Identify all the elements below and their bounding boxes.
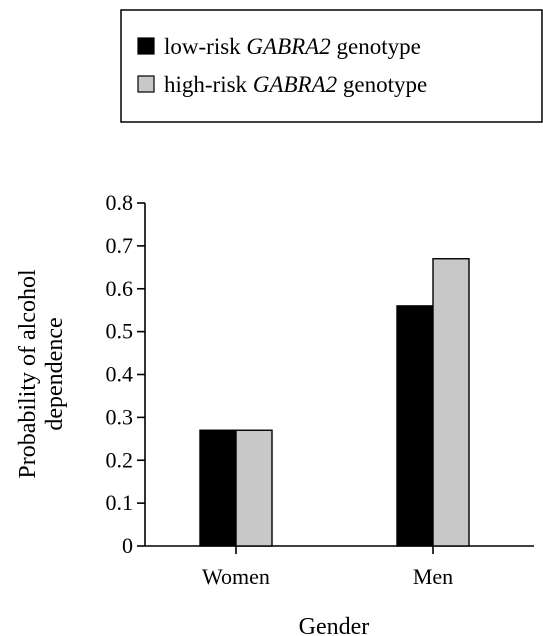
x-tick-label-men: Men [413,564,453,589]
x-axis-title: Gender [299,614,370,636]
y-axis-title-line1: Probability of alcohol [15,269,41,479]
legend-box [120,9,543,123]
legend-swatch-high-risk [137,75,155,93]
y-tick-label: 0.7 [106,233,134,258]
y-tick-label: 0.4 [106,362,134,387]
legend: low-risk GABRA2 genotype high-risk GABRA… [120,9,543,123]
bar-women-low-risk [199,429,237,547]
y-tick-label: 0.6 [106,276,134,301]
y-tick-label: 0.2 [106,447,134,472]
plot-area: 0 0.1 0.2 0.3 0.4 0.5 0.6 0.7 0.8 Women Men [106,190,534,589]
y-tick-label: 0.8 [106,190,134,215]
y-axis-title-line2: dependence [42,317,68,430]
y-tick-label: 0.3 [106,404,134,429]
bar-men-high-risk [432,258,470,547]
y-axis-title: Probability of alcohol dependence [15,269,68,479]
legend-label-high-risk: high-risk GABRA2 genotype [164,72,427,97]
x-tick-label-women: Women [202,564,270,589]
bar-men-low-risk [396,305,434,547]
legend-swatch-low-risk [137,37,155,55]
legend-label-low-risk: low-risk GABRA2 genotype [164,34,421,59]
bar-women-high-risk [235,429,273,547]
y-tick-label: 0.1 [106,490,134,515]
y-tick-label: 0 [122,533,133,558]
y-tick-label: 0.5 [106,319,134,344]
